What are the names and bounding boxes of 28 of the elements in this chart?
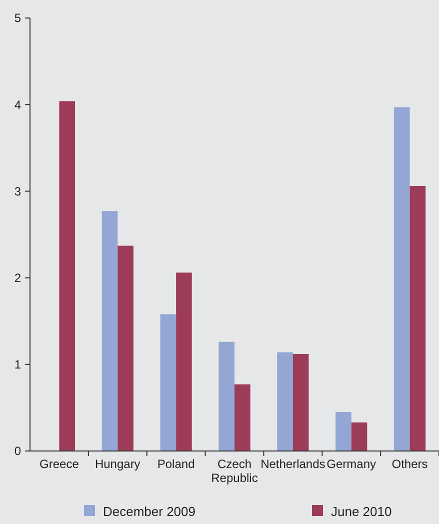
legend-label: December 2009 [103,504,196,519]
y-tick-label: 0 [14,444,22,458]
x-tick-label: Netherlands [260,457,326,471]
bar [277,352,293,451]
bar [410,186,426,451]
y-tick-label: 4 [14,98,22,112]
x-tick-label: Poland [157,457,195,471]
bar [218,342,234,451]
y-tick-label: 3 [14,184,22,198]
x-tick-label: Germany [326,457,376,471]
y-tick-label: 5 [14,11,22,26]
x-tick-label: Hungary [94,457,140,471]
bar [59,101,76,451]
x-tick-label: Others [392,457,428,471]
y-tick-label: 1 [14,358,22,372]
bar [394,107,410,451]
bar [292,354,309,451]
bar [176,272,192,451]
bar [118,246,134,451]
bar [102,211,118,451]
y-tick-label: 2 [14,271,22,285]
bar [234,384,250,451]
bar [160,314,176,451]
x-tick-label: Czech Republic [211,457,258,485]
bar [351,422,368,451]
legend-label: June 2010 [331,504,392,519]
bar [336,412,352,451]
x-tick-label: Greece [40,457,80,471]
